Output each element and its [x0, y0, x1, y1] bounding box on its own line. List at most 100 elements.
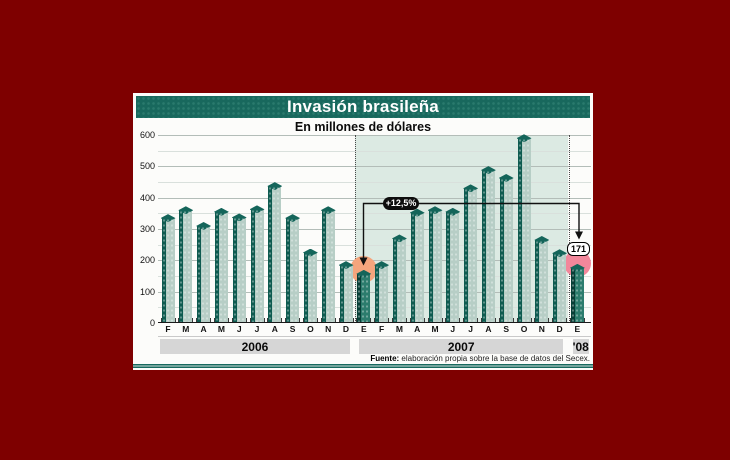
axis-tick — [227, 317, 229, 322]
axis-tick — [374, 317, 376, 322]
month-label: N — [538, 324, 545, 334]
bar — [391, 234, 407, 322]
axis-tick — [285, 317, 287, 322]
month-label: M — [217, 324, 225, 334]
axis-tick — [548, 317, 550, 322]
y-tick-label: 500 — [139, 161, 155, 172]
axis-tick — [423, 317, 425, 322]
bar-cap — [302, 248, 318, 257]
month-label: M — [431, 324, 439, 334]
bar — [552, 249, 568, 322]
bar — [213, 207, 229, 322]
chart-title-bar: Invasión brasileña — [136, 96, 590, 118]
month-label: A — [485, 324, 492, 334]
infographic-panel: Invasión brasileña En millones de dólare… — [133, 93, 593, 370]
bar-cap — [231, 213, 247, 222]
bar-cap — [267, 182, 283, 191]
bar-cap — [285, 214, 301, 223]
axis-tick — [281, 317, 283, 322]
year-band: 2007 — [358, 339, 564, 354]
bar — [231, 213, 247, 322]
gridline-minor — [158, 182, 591, 183]
bar — [534, 236, 550, 322]
axis-tick — [534, 317, 536, 322]
month-label: F — [378, 324, 385, 334]
bar-cap — [320, 206, 336, 215]
bar — [196, 221, 212, 322]
period-separator-dotted — [354, 135, 356, 323]
axis-tick — [316, 317, 318, 322]
axis-tick — [213, 317, 215, 322]
axis-tick — [356, 317, 358, 322]
bottom-divider — [133, 364, 593, 368]
axis-tick — [477, 317, 479, 322]
chart-subtitle: En millones de dólares — [294, 120, 432, 134]
year-band: 2006 — [160, 339, 350, 354]
axis-tick — [569, 317, 571, 322]
axis-tick — [583, 317, 585, 322]
source-note: Fuente: elaboración propia sobre la base… — [370, 354, 590, 363]
chart-title: Invasión brasileña — [287, 97, 439, 116]
axis-tick — [174, 317, 176, 322]
x-axis-baseline — [158, 321, 591, 323]
value-callout: 171 — [567, 242, 590, 256]
axis-tick — [210, 317, 212, 322]
y-tick-label: 400 — [139, 192, 155, 203]
axis-tick — [530, 317, 532, 322]
bar-cap — [249, 205, 265, 214]
bar — [285, 214, 301, 322]
pct-change-badge: +12,5% — [383, 197, 419, 210]
axis-tick — [249, 317, 251, 322]
bar-cap — [178, 206, 194, 215]
axis-tick — [463, 317, 465, 322]
axis-tick — [391, 317, 393, 322]
axis-tick — [480, 317, 482, 322]
month-label: N — [325, 324, 332, 334]
axis-tick — [334, 317, 336, 322]
month-label: A — [414, 324, 421, 334]
axis-tick — [459, 317, 461, 322]
bar — [338, 261, 354, 322]
y-tick-label: 100 — [139, 286, 155, 297]
axis-tick — [445, 317, 447, 322]
source-label: Fuente: — [370, 354, 400, 363]
gridline-major — [158, 197, 591, 199]
axis-tick — [320, 317, 322, 322]
period-separator-dotted — [568, 135, 570, 323]
bar — [516, 134, 532, 322]
bar — [249, 205, 265, 322]
month-label: A — [271, 324, 278, 334]
axis-tick — [263, 317, 265, 322]
axis-tick — [427, 317, 429, 322]
gridline-minor — [158, 307, 591, 309]
axis-tick — [552, 317, 554, 322]
gridline-minor — [158, 150, 591, 152]
y-tick-label: 200 — [139, 255, 155, 266]
y-tick-label: 600 — [139, 130, 155, 140]
axis-tick — [352, 317, 354, 322]
bar — [267, 182, 283, 322]
plot-area — [158, 134, 591, 323]
bar — [320, 206, 336, 322]
bar-cap — [213, 207, 229, 216]
axis-tick — [370, 317, 372, 322]
bar — [374, 261, 390, 322]
axis-tick — [196, 317, 198, 322]
axis-tick — [302, 317, 304, 322]
axis-tick — [494, 317, 496, 322]
month-label: E — [574, 324, 581, 334]
bar — [445, 207, 461, 322]
month-label: O — [520, 324, 528, 334]
month-label: J — [236, 324, 242, 334]
axis-tick — [388, 317, 390, 322]
bar — [498, 174, 514, 322]
axis-tick — [178, 317, 180, 322]
axis-tick — [231, 317, 233, 322]
bar — [427, 206, 443, 322]
bar — [409, 208, 425, 322]
bar — [463, 184, 479, 322]
axis-tick — [498, 317, 500, 322]
month-label: J — [450, 324, 456, 334]
